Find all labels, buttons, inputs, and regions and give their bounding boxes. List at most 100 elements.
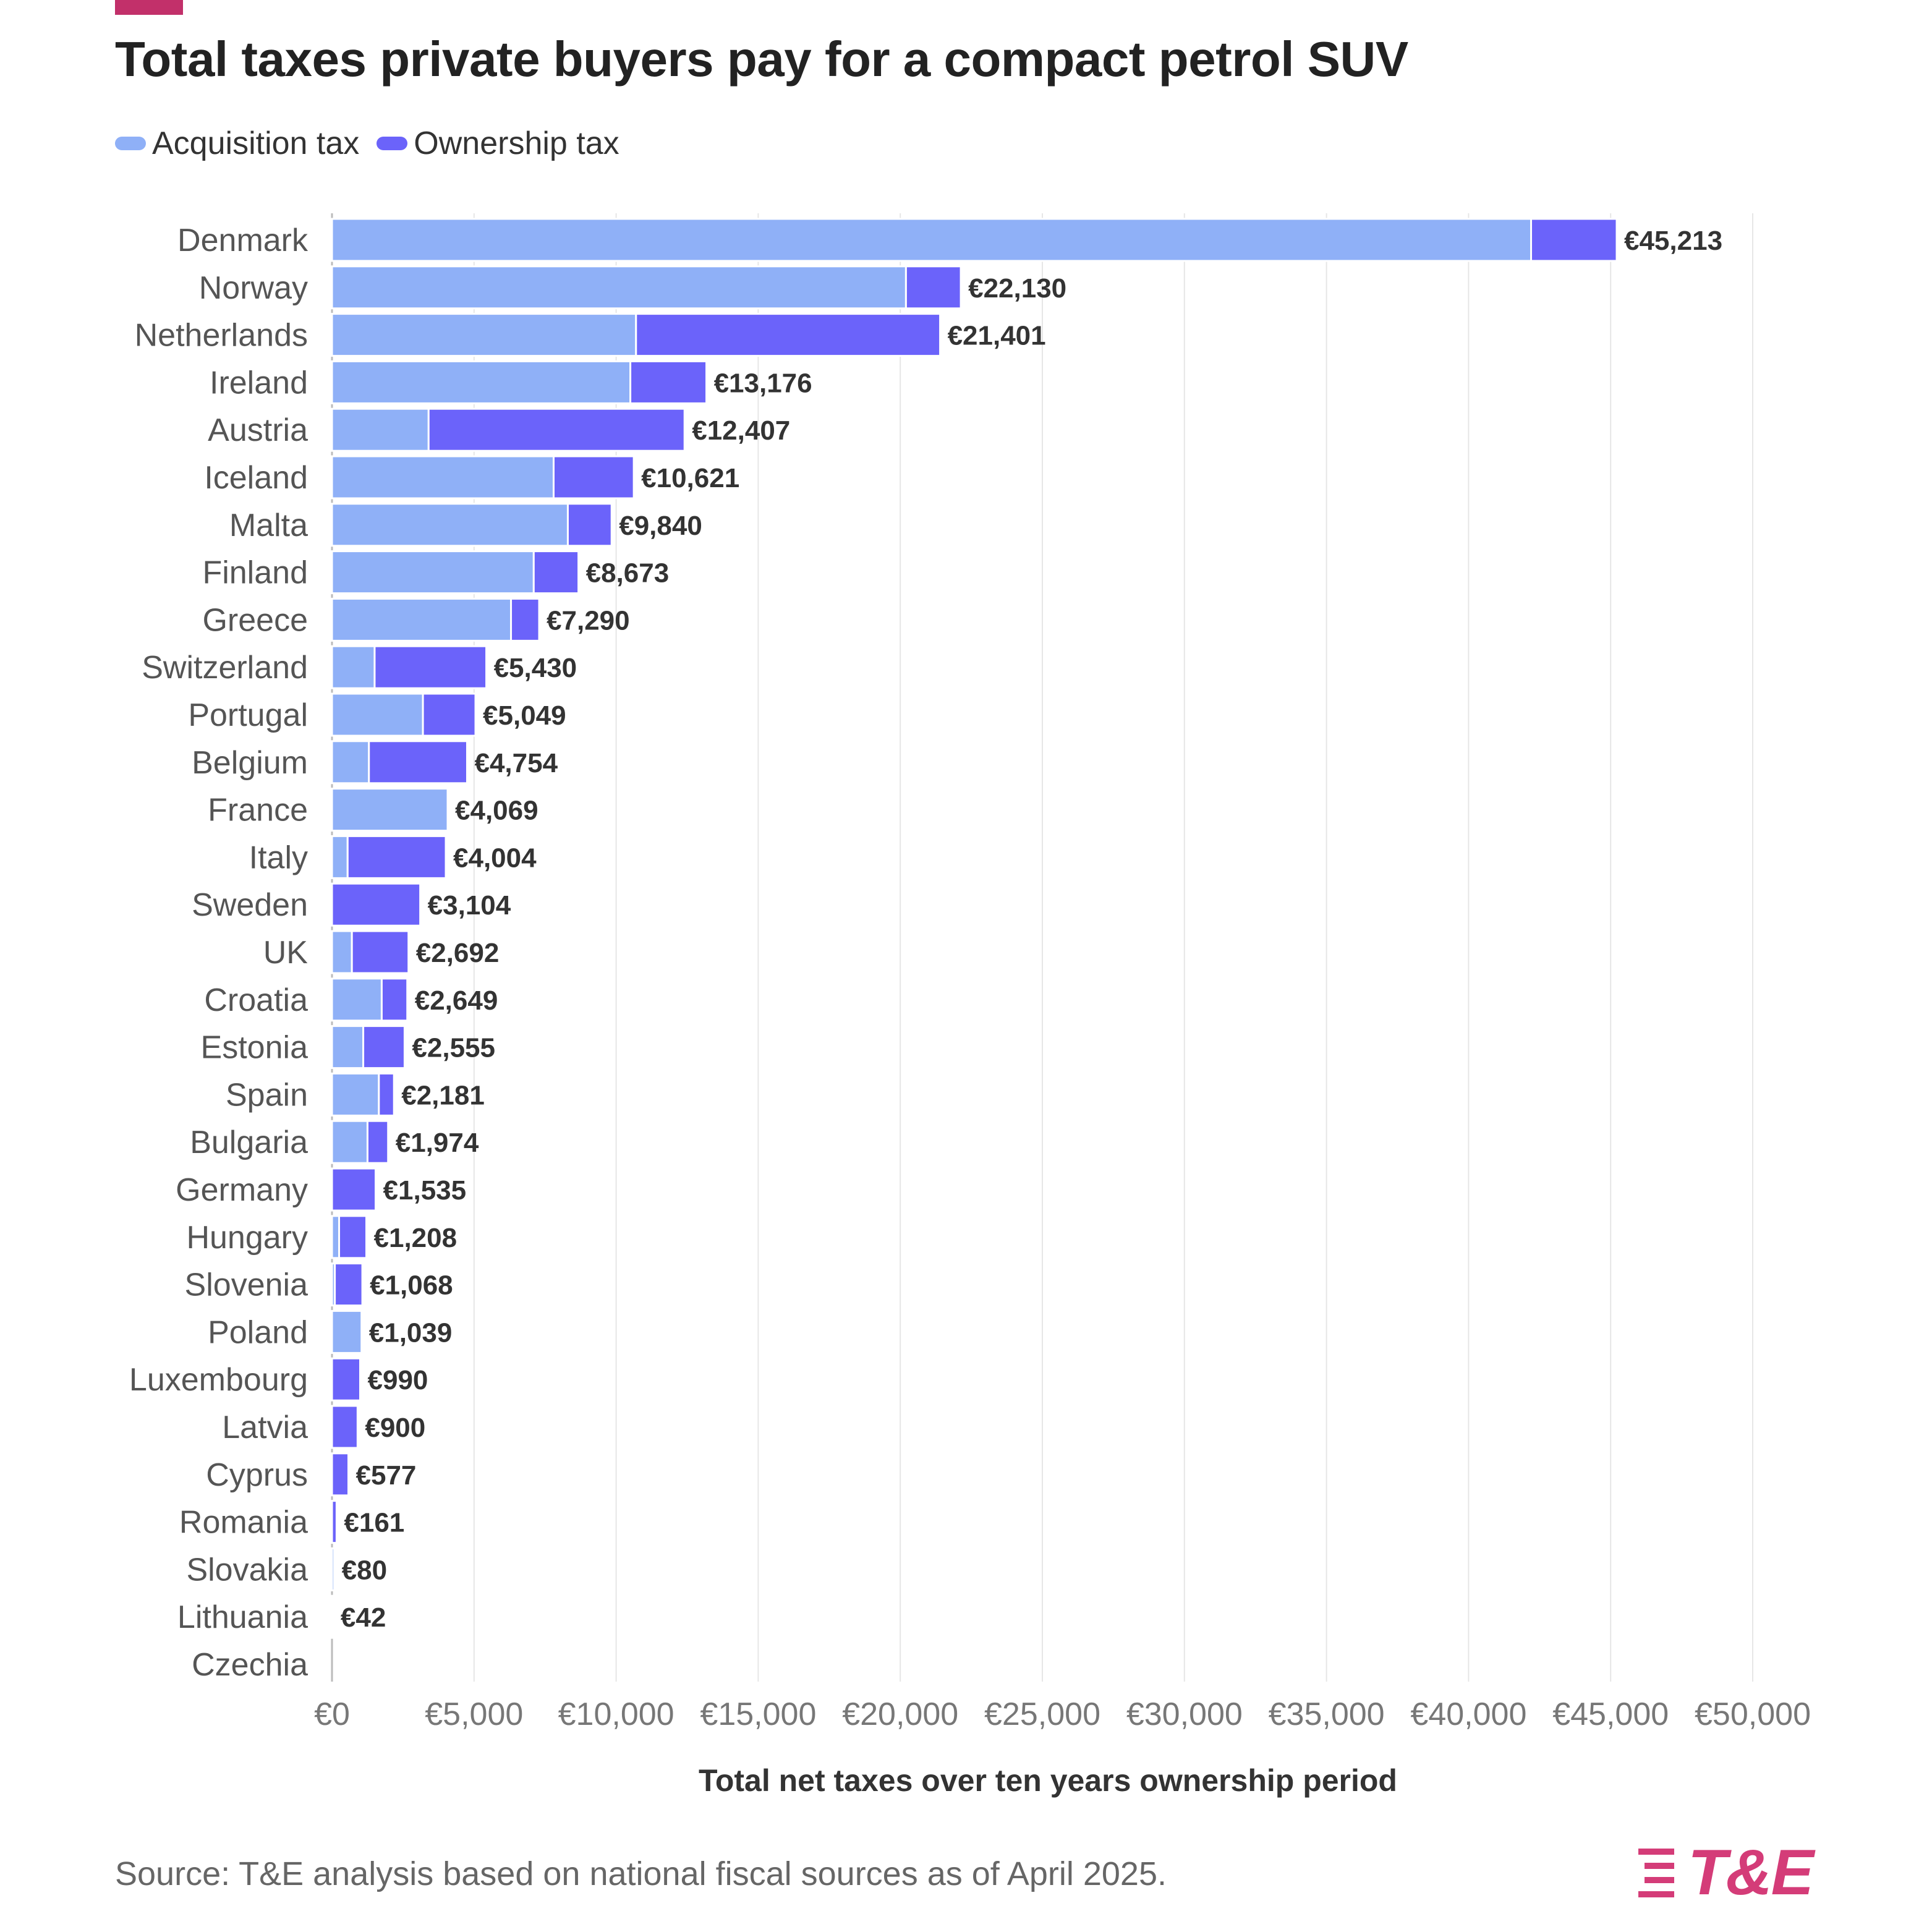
x-tick-label: €5,000 bbox=[425, 1696, 523, 1732]
total-data-label: €42 bbox=[341, 1602, 386, 1633]
legend-swatch-ownership bbox=[377, 137, 408, 150]
bar-acquisition-tax[interactable] bbox=[331, 407, 430, 452]
category-label: Ireland bbox=[210, 365, 308, 401]
total-data-label: €12,407 bbox=[692, 415, 790, 446]
bar-ownership-tax[interactable] bbox=[422, 692, 477, 737]
bar-acquisition-tax[interactable] bbox=[331, 1594, 334, 1639]
bar-acquisition-tax[interactable] bbox=[331, 1025, 365, 1070]
bar-ownership-tax[interactable] bbox=[362, 1025, 406, 1070]
bar-acquisition-tax[interactable] bbox=[331, 313, 637, 357]
category-label: Sweden bbox=[192, 887, 308, 923]
category-label: Norway bbox=[199, 270, 308, 306]
category-label: Poland bbox=[208, 1314, 308, 1350]
bar-acquisition-tax[interactable] bbox=[331, 597, 513, 642]
bar-ownership-tax[interactable] bbox=[378, 1072, 395, 1117]
category-label: Spain bbox=[226, 1077, 308, 1113]
bar-acquisition-tax[interactable] bbox=[331, 692, 424, 737]
bar-ownership-tax[interactable] bbox=[629, 360, 708, 404]
bar-ownership-tax[interactable] bbox=[346, 835, 447, 879]
total-data-label: €9,840 bbox=[619, 511, 702, 541]
bar-ownership-tax[interactable] bbox=[331, 882, 422, 927]
accent-bar bbox=[115, 0, 183, 15]
bar-ownership-tax[interactable] bbox=[331, 1357, 362, 1402]
bar-acquisition-tax[interactable] bbox=[331, 930, 353, 974]
bar-ownership-tax[interactable] bbox=[552, 455, 635, 500]
bar-acquisition-tax[interactable] bbox=[331, 1309, 363, 1354]
category-label: Iceland bbox=[204, 460, 308, 496]
bar-acquisition-tax[interactable] bbox=[331, 1215, 340, 1259]
bar-acquisition-tax[interactable] bbox=[331, 788, 449, 832]
total-data-label: €2,692 bbox=[416, 938, 500, 968]
bar-ownership-tax[interactable] bbox=[338, 1215, 368, 1259]
total-data-label: €1,039 bbox=[369, 1317, 453, 1348]
total-data-label: €2,649 bbox=[415, 985, 498, 1016]
bar-acquisition-tax[interactable] bbox=[331, 455, 555, 500]
bar-ownership-tax[interactable] bbox=[635, 313, 942, 357]
bar-acquisition-tax[interactable] bbox=[331, 835, 349, 879]
x-tick-label: €25,000 bbox=[984, 1696, 1100, 1732]
category-label: Cyprus bbox=[206, 1457, 308, 1493]
x-tick-label: €10,000 bbox=[558, 1696, 674, 1732]
logo-text: T&E bbox=[1688, 1837, 1814, 1909]
bar-acquisition-tax[interactable] bbox=[331, 503, 569, 547]
bar-ownership-tax[interactable] bbox=[331, 1405, 359, 1449]
category-label: Belgium bbox=[192, 745, 308, 781]
legend-label-acquisition: Acquisition tax bbox=[152, 126, 360, 161]
bar-acquisition-tax[interactable] bbox=[331, 1547, 336, 1591]
bar-ownership-tax[interactable] bbox=[1530, 218, 1618, 262]
bar-ownership-tax[interactable] bbox=[366, 1120, 389, 1164]
bar-ownership-tax[interactable] bbox=[532, 550, 580, 595]
bar-ownership-tax[interactable] bbox=[331, 1167, 377, 1212]
category-label: Slovakia bbox=[186, 1552, 308, 1588]
category-label: Croatia bbox=[204, 982, 308, 1018]
total-data-label: €5,430 bbox=[494, 653, 577, 683]
legend-item-acquisition[interactable]: Acquisition tax bbox=[115, 125, 359, 162]
bar-ownership-tax[interactable] bbox=[566, 503, 613, 547]
bar-acquisition-tax[interactable] bbox=[331, 1072, 380, 1117]
total-data-label: €1,535 bbox=[383, 1175, 467, 1206]
bar-ownership-tax[interactable] bbox=[373, 645, 488, 689]
bar-acquisition-tax[interactable] bbox=[331, 360, 632, 404]
total-data-label: €4,004 bbox=[453, 843, 537, 873]
total-data-label: €10,621 bbox=[641, 463, 739, 493]
category-label: Portugal bbox=[188, 697, 308, 733]
x-tick-label: €15,000 bbox=[700, 1696, 816, 1732]
category-label: Greece bbox=[202, 602, 308, 638]
bar-ownership-tax[interactable] bbox=[334, 1262, 364, 1307]
category-label: Latvia bbox=[222, 1410, 308, 1445]
x-tick-label: €35,000 bbox=[1269, 1696, 1385, 1732]
bar-acquisition-tax[interactable] bbox=[331, 645, 376, 689]
bar-ownership-tax[interactable] bbox=[331, 1500, 338, 1544]
bar-ownership-tax[interactable] bbox=[380, 977, 409, 1022]
bar-ownership-tax[interactable] bbox=[351, 930, 410, 974]
bar-ownership-tax[interactable] bbox=[331, 1452, 350, 1497]
legend-swatch-acquisition bbox=[115, 137, 146, 150]
total-data-label: €3,104 bbox=[428, 890, 511, 921]
total-data-label: €577 bbox=[356, 1460, 417, 1491]
te-stripes-icon bbox=[1638, 1848, 1674, 1897]
total-data-label: €22,130 bbox=[968, 273, 1066, 304]
bar-ownership-tax[interactable] bbox=[510, 597, 540, 642]
x-tick-label: €30,000 bbox=[1126, 1696, 1243, 1732]
bar-acquisition-tax[interactable] bbox=[331, 265, 907, 310]
bar-acquisition-tax[interactable] bbox=[331, 977, 383, 1022]
bar-acquisition-tax[interactable] bbox=[331, 218, 1533, 262]
bar-acquisition-tax[interactable] bbox=[331, 1120, 368, 1164]
bar-ownership-tax[interactable] bbox=[368, 740, 468, 785]
total-data-label: €45,213 bbox=[1624, 226, 1722, 256]
category-label: Germany bbox=[176, 1172, 308, 1208]
bar-acquisition-tax[interactable] bbox=[331, 740, 370, 785]
total-data-label: €990 bbox=[368, 1365, 428, 1395]
category-label: Netherlands bbox=[135, 318, 308, 354]
category-label: UK bbox=[263, 935, 309, 971]
total-data-label: €7,290 bbox=[547, 605, 630, 636]
category-label: Estonia bbox=[201, 1030, 309, 1066]
category-label: Luxembourg bbox=[129, 1362, 308, 1398]
bar-ownership-tax[interactable] bbox=[904, 265, 962, 310]
category-label: Bulgaria bbox=[190, 1125, 308, 1160]
legend: Acquisition tax Ownership tax bbox=[115, 125, 637, 162]
total-data-label: €4,754 bbox=[474, 748, 558, 778]
bar-ownership-tax[interactable] bbox=[427, 407, 686, 452]
bar-acquisition-tax[interactable] bbox=[331, 550, 535, 595]
legend-item-ownership[interactable]: Ownership tax bbox=[377, 125, 619, 162]
